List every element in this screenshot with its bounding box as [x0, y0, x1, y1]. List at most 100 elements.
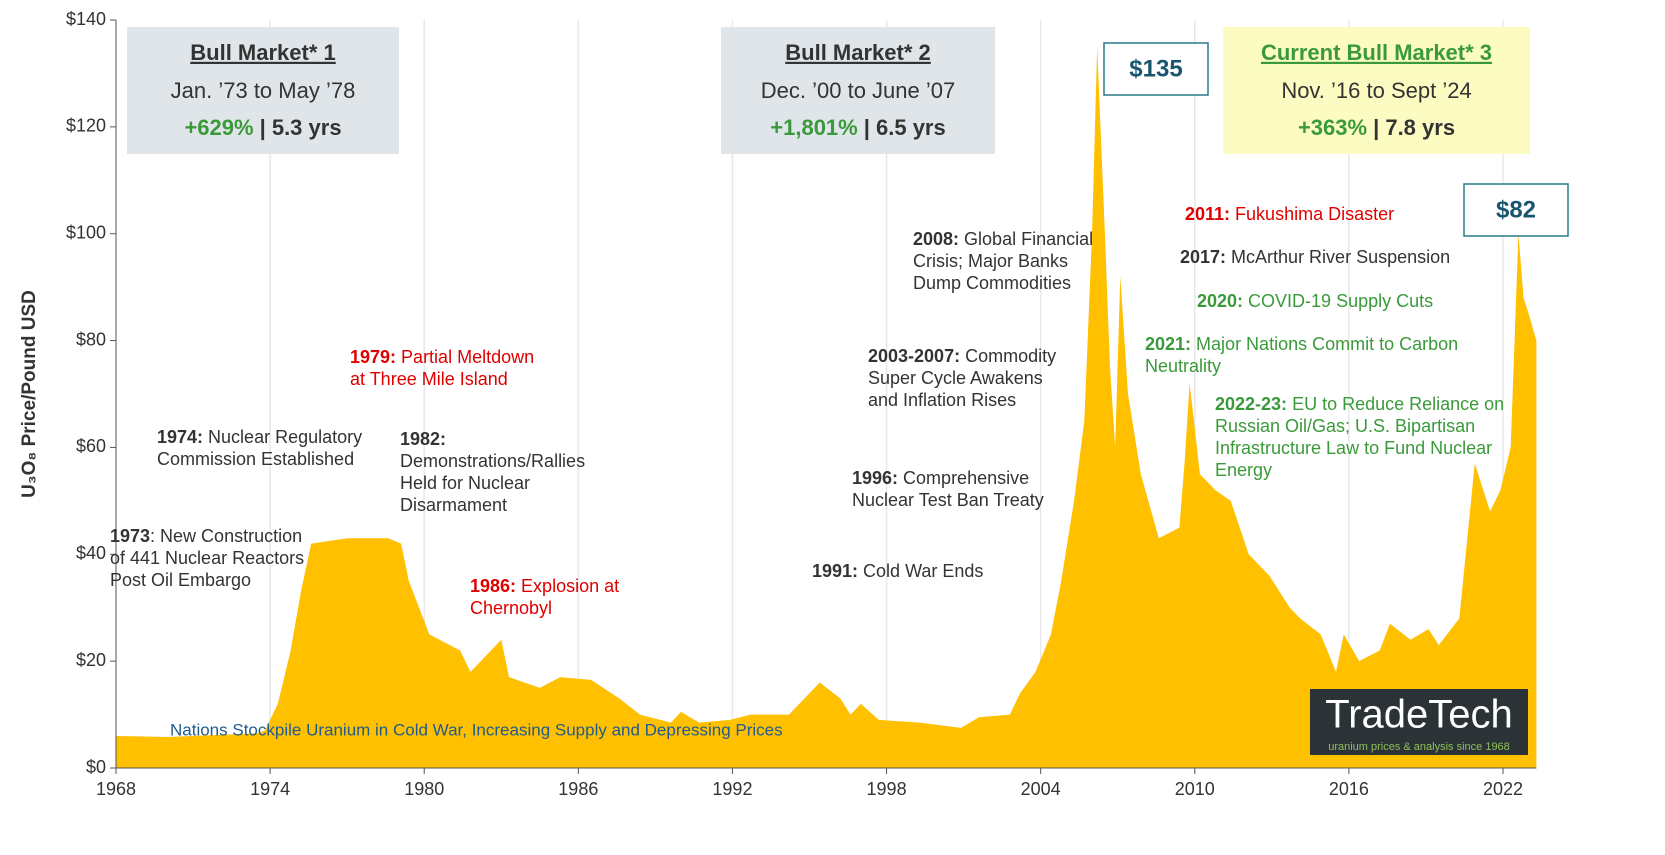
logo-name: TradeTech [1325, 693, 1513, 737]
annotation-text: Major Nations Commit to Carbon [1191, 334, 1458, 354]
y-tick-label: $80 [76, 329, 106, 349]
bull-market-box [721, 27, 995, 154]
annotation: 2021: Major Nations Commit to Carbon [1145, 334, 1458, 354]
price-callout: $135 [1129, 55, 1182, 82]
annotation: 1974: Nuclear Regulatory [157, 427, 362, 447]
y-tick-label: $100 [66, 222, 106, 242]
box-period: Jan. ’73 to May ’78 [171, 78, 356, 103]
box-summary: +1,801% | 6.5 yrs [770, 115, 945, 140]
bull-market-box [127, 27, 399, 154]
annotation-year: 1982: [400, 429, 446, 449]
x-tick-label: 1974 [250, 779, 290, 799]
annotation-text: Commodity [960, 346, 1056, 366]
annotation-year: 2017: [1180, 247, 1226, 267]
x-tick-label: 1992 [712, 779, 752, 799]
annotation-text: McArthur River Suspension [1226, 247, 1450, 267]
y-tick-label: $140 [66, 9, 106, 29]
annotation-text: and Inflation Rises [868, 390, 1016, 410]
annotation-text: Crisis; Major Banks [913, 251, 1068, 271]
price-callout: $82 [1496, 196, 1536, 223]
annotation-text: Infrastructure Law to Fund Nuclear [1215, 438, 1492, 458]
annotation: 2003-2007: Commodity [868, 346, 1056, 366]
box-summary: +629% | 5.3 yrs [184, 115, 341, 140]
annotation-text: Super Cycle Awakens [868, 368, 1043, 388]
box-title: Bull Market* 1 [190, 40, 336, 65]
x-tick-label: 2016 [1329, 779, 1369, 799]
box-period: Nov. ’16 to Sept ’24 [1281, 78, 1471, 103]
annotation-text: Post Oil Embargo [110, 570, 251, 590]
y-tick-label: $0 [86, 757, 106, 777]
annotation: 1996: Comprehensive [852, 468, 1029, 488]
annotation: 2022-23: EU to Reduce Reliance on [1215, 394, 1504, 414]
annotation-text: Explosion at [516, 576, 619, 596]
annotation-text: Held for Nuclear [400, 473, 530, 493]
annotation: 2017: McArthur River Suspension [1180, 247, 1450, 267]
annotation-year: 1986: [470, 576, 516, 596]
box-duration: | 6.5 yrs [864, 115, 946, 140]
y-tick-label: $120 [66, 116, 106, 136]
bull-market-box [1223, 27, 1530, 154]
annotation-year: 1973 [110, 526, 150, 546]
box-gain: +629% [184, 115, 253, 140]
annotation-text: Comprehensive [898, 468, 1029, 488]
annotation-text: COVID-19 Supply Cuts [1243, 291, 1433, 311]
annotation-year: 2003-2007: [868, 346, 960, 366]
annotation-text: Russian Oil/Gas; U.S. Bipartisan [1215, 416, 1475, 436]
annotation-text: at Three Mile Island [350, 369, 508, 389]
box-summary: +363% | 7.8 yrs [1298, 115, 1455, 140]
box-gain: +363% [1298, 115, 1367, 140]
annotation-text: : New Construction [150, 526, 302, 546]
annotation-year: 1974: [157, 427, 203, 447]
annotation-year: 2020: [1197, 291, 1243, 311]
annotation-year: 2011: [1185, 204, 1230, 224]
y-tick-label: $40 [76, 543, 106, 563]
annotation-year: 2022-23: [1215, 394, 1287, 414]
annotation-text: Demonstrations/Rallies [400, 451, 585, 471]
annotation-year: 1996: [852, 468, 898, 488]
annotation-text: Partial Meltdown [396, 347, 534, 367]
annotation-text: Fukushima Disaster [1230, 204, 1394, 224]
y-axis-label: U₃O₈ Price/Pound USD [19, 290, 40, 498]
annotation-year: 1991: [812, 561, 858, 581]
annotation: 1979: Partial Meltdown [350, 347, 534, 367]
price-callout-box [1463, 183, 1569, 237]
annotation: 1991: Cold War Ends [812, 561, 983, 581]
x-tick-label: 2004 [1021, 779, 1061, 799]
annotation-text: EU to Reduce Reliance on [1287, 394, 1504, 414]
annotation-year: 1979: [350, 347, 396, 367]
annotation: 1986: Explosion at [470, 576, 619, 596]
x-tick-label: 1968 [96, 779, 136, 799]
annotation-text: Neutrality [1145, 356, 1221, 376]
annotation-text: Dump Commodities [913, 273, 1071, 293]
annotation-text: Disarmament [400, 495, 507, 515]
x-tick-label: 1998 [867, 779, 907, 799]
logo-tagline: uranium prices & analysis since 1968 [1328, 741, 1510, 753]
box-duration: | 5.3 yrs [260, 115, 342, 140]
annotation-text: Global Financial [959, 229, 1093, 249]
x-tick-label: 2022 [1483, 779, 1523, 799]
box-gain: +1,801% [770, 115, 857, 140]
box-duration: | 7.8 yrs [1373, 115, 1455, 140]
annotation-text: Commission Established [157, 449, 354, 469]
annotation-text: of 441 Nuclear Reactors [110, 548, 304, 568]
x-tick-label: 1980 [404, 779, 444, 799]
annotation-text: Cold War Ends [858, 561, 983, 581]
annotation-year: 2008: [913, 229, 959, 249]
annotation-text: Chernobyl [470, 598, 552, 618]
price-callout-box [1103, 42, 1209, 96]
annotation-text: Nuclear Test Ban Treaty [852, 490, 1044, 510]
logo-box [1310, 689, 1528, 755]
annotation: 2020: COVID-19 Supply Cuts [1197, 291, 1433, 311]
y-tick-label: $20 [76, 650, 106, 670]
annotation-text: Energy [1215, 460, 1272, 480]
box-title: Bull Market* 2 [785, 40, 931, 65]
annotation: 2008: Global Financial [913, 229, 1093, 249]
annotation-year: 2021: [1145, 334, 1191, 354]
price-area [116, 46, 1537, 768]
annotation: 2011: Fukushima Disaster [1185, 204, 1394, 224]
stockpile-note: Nations Stockpile Uranium in Cold War, I… [170, 720, 783, 739]
y-tick-label: $60 [76, 436, 106, 456]
x-tick-label: 2010 [1175, 779, 1215, 799]
x-tick-label: 1986 [558, 779, 598, 799]
